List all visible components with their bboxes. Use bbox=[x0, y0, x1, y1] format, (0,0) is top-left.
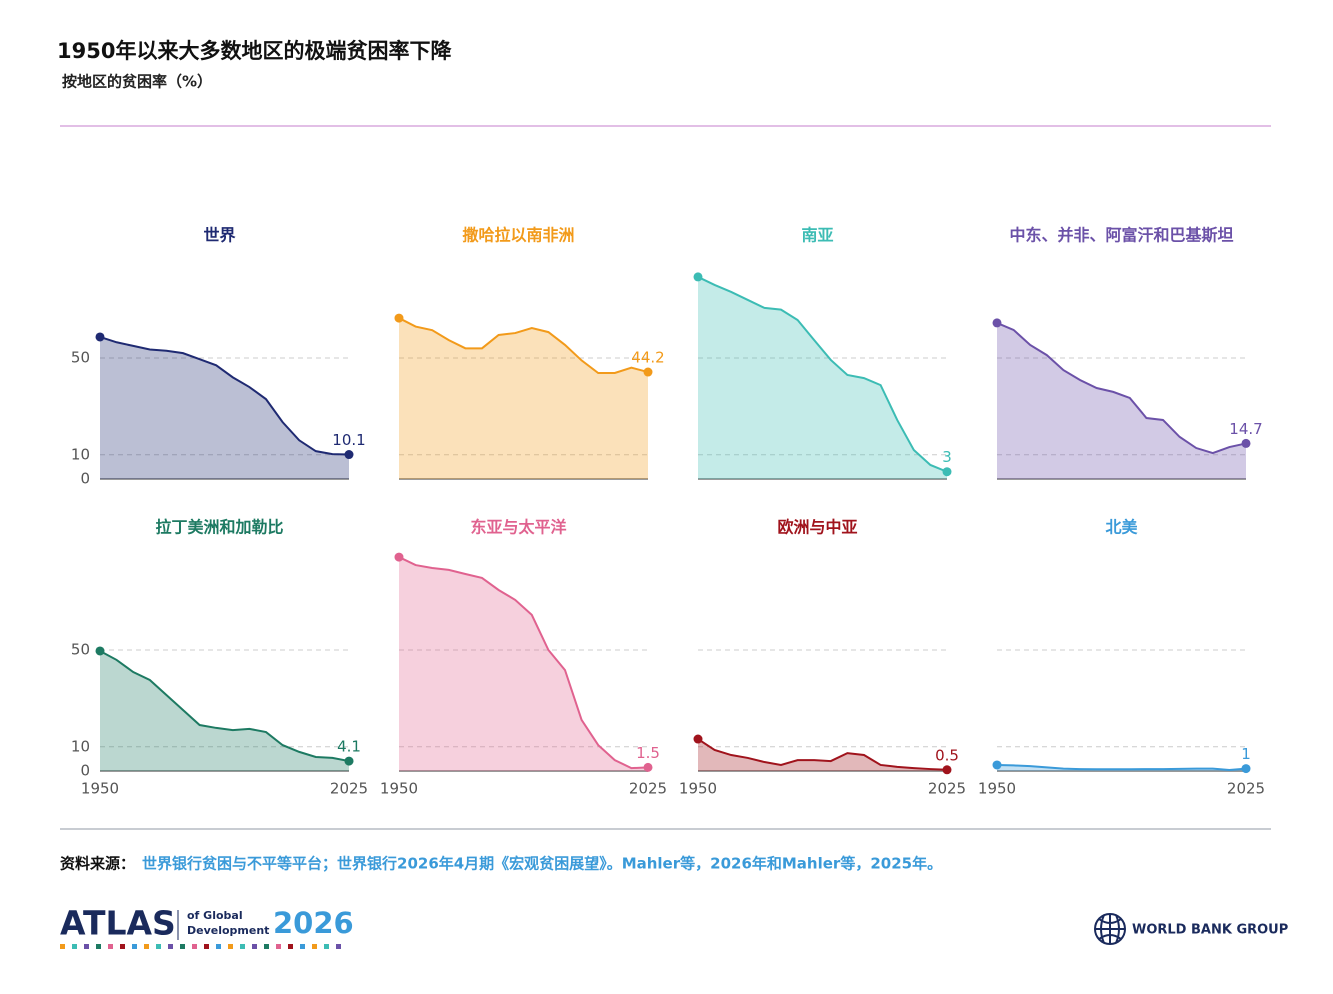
line bbox=[398, 556, 649, 770]
logo-dots bbox=[60, 944, 341, 949]
y-tick-label: 0 bbox=[80, 470, 90, 488]
point bbox=[1241, 438, 1251, 448]
point bbox=[95, 332, 105, 342]
point bbox=[693, 272, 703, 282]
source-text: 世界银行贫困与不平等平台；世界银行2026年4月期《宏观贫困展望》。Mahler… bbox=[142, 855, 942, 873]
point bbox=[344, 450, 354, 460]
source-label: 资料来源： bbox=[60, 855, 135, 873]
logo-atlas: ATLAS bbox=[60, 904, 176, 943]
panel: 欧洲与中亚 1950 2025 0.5 bbox=[679, 518, 966, 798]
x-tick-label: 1950 bbox=[978, 780, 1016, 798]
panel: 东亚与太平洋 1950 2025 1.5 bbox=[380, 518, 667, 798]
point bbox=[344, 756, 354, 766]
value-label: 4.1 bbox=[337, 738, 361, 756]
value-label: 3 bbox=[942, 448, 952, 466]
panel: 拉丁美洲和加勒比 0 10 50 1950 2025 4.1 bbox=[71, 518, 368, 798]
point bbox=[992, 318, 1002, 328]
area bbox=[399, 557, 648, 771]
line bbox=[697, 738, 948, 771]
panel-title: 北美 bbox=[1105, 518, 1138, 537]
point bbox=[394, 552, 404, 562]
value-label: 1.5 bbox=[636, 744, 660, 762]
area bbox=[399, 318, 648, 479]
x-tick-label: 2025 bbox=[629, 780, 667, 798]
y-tick-label: 10 bbox=[71, 445, 90, 463]
value-label: 0.5 bbox=[935, 746, 959, 764]
line bbox=[996, 763, 1247, 772]
panel-title: 东亚与太平洋 bbox=[470, 518, 566, 537]
x-tick-label: 2025 bbox=[330, 780, 368, 798]
panel: 中东、并非、阿富汗和巴基斯坦 14.7 bbox=[992, 226, 1263, 480]
line bbox=[99, 335, 350, 456]
line bbox=[996, 321, 1247, 455]
line bbox=[697, 276, 948, 473]
wbg-name: WORLD BANK GROUP bbox=[1132, 923, 1288, 938]
x-tick-label: 1950 bbox=[380, 780, 418, 798]
point bbox=[1241, 764, 1251, 774]
area bbox=[698, 739, 947, 771]
area bbox=[100, 336, 349, 479]
point bbox=[942, 467, 952, 477]
panel: 撒哈拉以南非洲 44.2 bbox=[394, 226, 665, 480]
line bbox=[398, 317, 649, 375]
point bbox=[992, 760, 1002, 770]
wbg-logo bbox=[1094, 913, 1126, 945]
panel-title: 世界 bbox=[203, 226, 235, 245]
y-tick-label: 0 bbox=[80, 762, 90, 780]
x-tick-label: 2025 bbox=[928, 780, 966, 798]
value-label: 44.2 bbox=[631, 349, 664, 367]
line bbox=[99, 650, 350, 763]
title: 1950年以来大多数地区的极端贫困率下降 bbox=[57, 39, 452, 63]
area bbox=[100, 650, 349, 771]
area bbox=[698, 276, 947, 479]
point bbox=[394, 313, 404, 323]
point bbox=[643, 367, 653, 377]
logo-year: 2026 bbox=[273, 906, 354, 940]
x-tick-label: 1950 bbox=[81, 780, 119, 798]
panel: 南亚 3 bbox=[693, 226, 952, 480]
logo-development: Development bbox=[187, 924, 269, 937]
x-tick-label: 2025 bbox=[1227, 780, 1265, 798]
point bbox=[95, 646, 105, 656]
point bbox=[693, 734, 703, 744]
panel-title: 中东、并非、阿富汗和巴基斯坦 bbox=[1009, 226, 1233, 245]
point bbox=[643, 762, 653, 772]
logo-of-global: of Global bbox=[187, 909, 243, 922]
panel: 世界 0 10 50 10.1 bbox=[71, 226, 366, 488]
y-tick-label: 10 bbox=[71, 737, 90, 755]
x-tick-label: 1950 bbox=[679, 780, 717, 798]
point bbox=[942, 765, 952, 775]
value-label: 10.1 bbox=[332, 431, 365, 449]
y-tick-label: 50 bbox=[71, 641, 90, 659]
panel-title: 欧洲与中亚 bbox=[777, 518, 857, 537]
value-label: 1 bbox=[1241, 745, 1251, 763]
subtitle: 按地区的贫困率（%） bbox=[62, 73, 212, 91]
panel: 北美 1950 2025 1 bbox=[978, 518, 1265, 798]
value-label: 14.7 bbox=[1229, 420, 1262, 438]
y-tick-label: 50 bbox=[71, 349, 90, 367]
panel-title: 南亚 bbox=[801, 226, 833, 245]
panel-title: 撒哈拉以南非洲 bbox=[462, 226, 574, 245]
panel-title: 拉丁美洲和加勒比 bbox=[155, 518, 283, 537]
